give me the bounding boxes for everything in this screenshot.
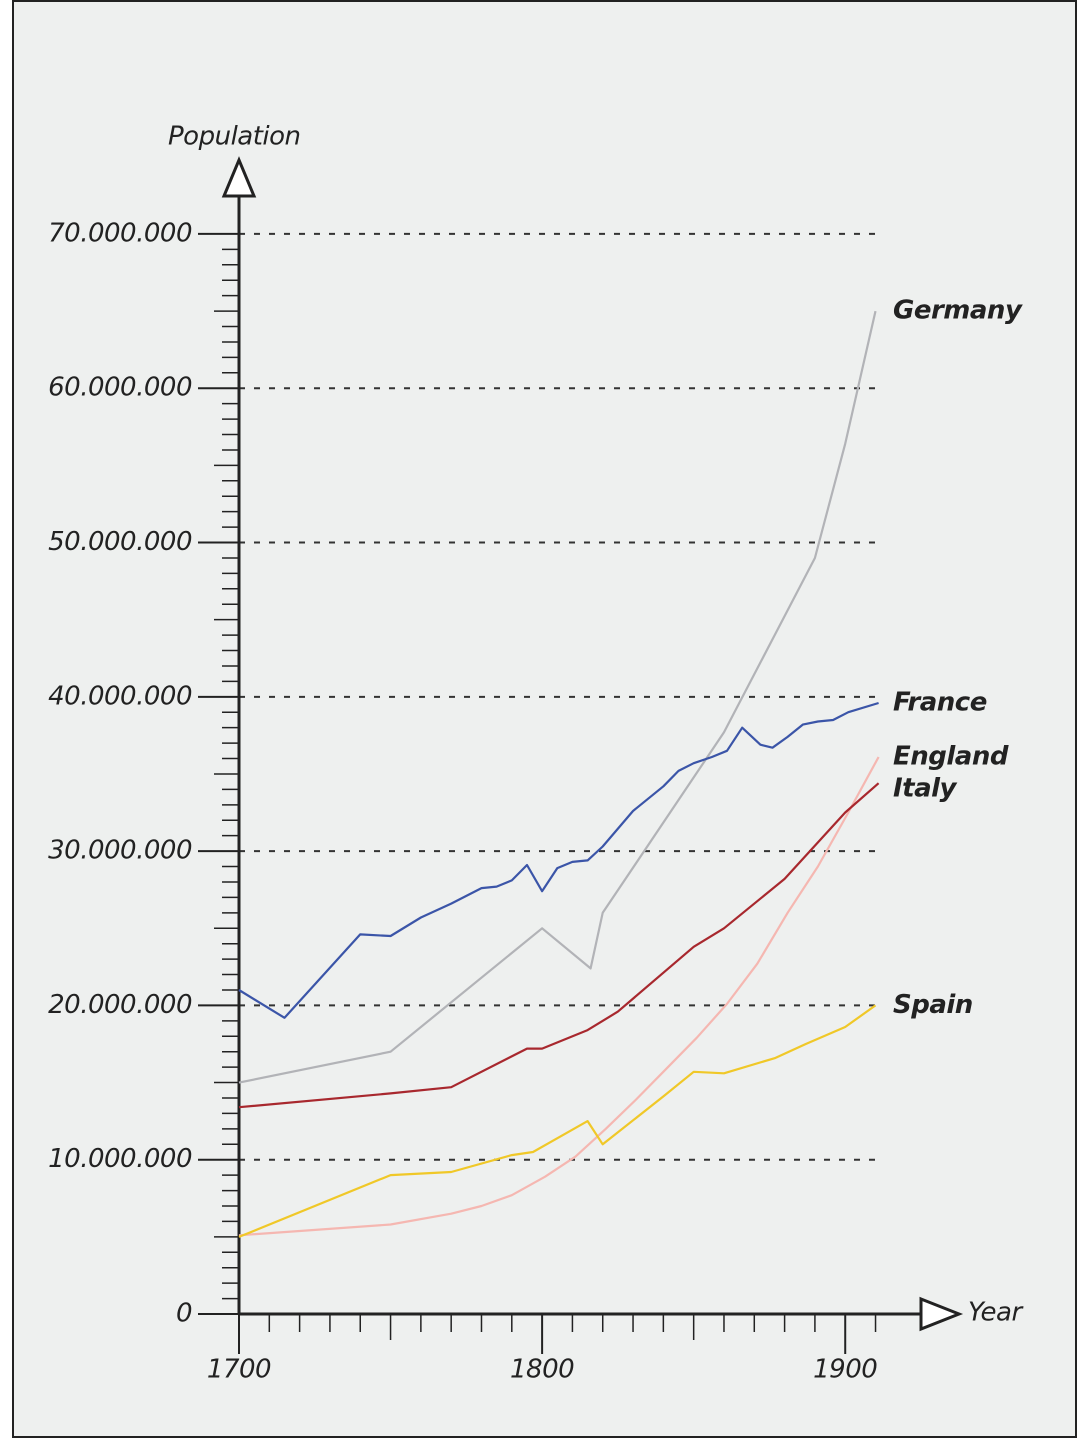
x-tick-label: 1700 (207, 1355, 271, 1385)
series-label: France (893, 687, 987, 717)
y-tick-label: 10.000.000 (48, 1144, 192, 1174)
x-tick-label: 1900 (813, 1355, 877, 1385)
frame (12, 0, 1077, 1438)
x-axis-label: Year (968, 1298, 1024, 1328)
series-line (238, 701, 879, 1019)
series-line (238, 756, 880, 1237)
series-label: England (893, 741, 1009, 771)
series-label: Germany (893, 296, 1023, 326)
y-tick-label: 30.000.000 (48, 836, 192, 866)
series-label: Spain (893, 990, 973, 1020)
y-axis-arrow (221, 156, 257, 198)
x-axis-arrow (919, 1296, 964, 1332)
series-line (238, 782, 880, 1109)
y-tick-label: 0 (176, 1299, 192, 1329)
y-tick-label: 20.000.000 (48, 990, 192, 1020)
series-line (238, 310, 877, 1084)
y-tick-label: 70.000.000 (48, 218, 192, 248)
y-tick-label: 50.000.000 (48, 527, 192, 557)
y-axis-label: Population (168, 122, 301, 152)
y-tick-label: 60.000.000 (48, 373, 192, 403)
x-tick-label: 1800 (510, 1355, 574, 1385)
y-tick-label: 40.000.000 (48, 681, 192, 711)
series-label: Italy (893, 773, 958, 803)
series-line (238, 1004, 877, 1238)
